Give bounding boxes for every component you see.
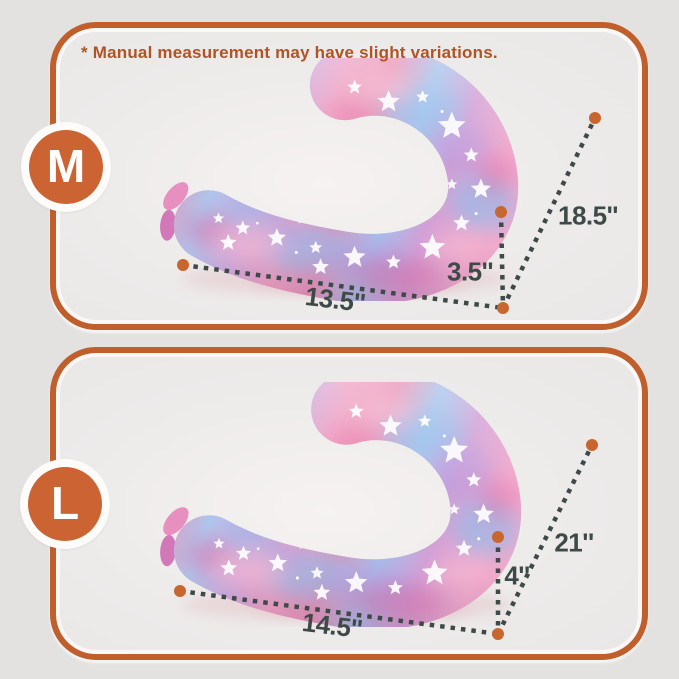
size-badge-l-letter: L [28,467,102,541]
size-panel-m: * Manual measurement may have slight var… [21,22,648,330]
depth-measurement-l: 4'' [504,560,530,591]
size-panel-l: 14.5'' 4'' 21'' L [20,347,648,660]
diagonal-measurement-m: 18.5'' [558,200,618,231]
dimension-endpoint-dots [174,439,598,640]
dimension-endpoint-dots [177,112,601,314]
dimension-lines-m [177,112,601,314]
size-badge-m-letter: M [29,130,103,204]
measurement-disclaimer: * Manual measurement may have slight var… [81,43,498,62]
depth-measurement-m: 3.5'' [446,256,494,287]
dotted-dimension-lines [179,443,595,637]
size-badge-m: M [21,122,111,212]
diagonal-measurement-l: 21'' [554,527,594,558]
dimension-lines-l [174,439,598,640]
size-badge-l: L [20,459,110,549]
dotted-dimension-lines [182,117,598,311]
